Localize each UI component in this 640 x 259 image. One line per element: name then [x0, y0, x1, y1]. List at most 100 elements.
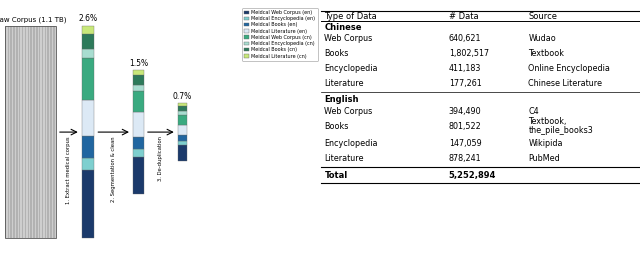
Text: Books: Books — [324, 121, 349, 131]
Text: 801,522: 801,522 — [449, 121, 481, 131]
Text: 1. Extract medical corpus: 1. Extract medical corpus — [67, 136, 71, 204]
Text: Web Corpus: Web Corpus — [324, 34, 372, 43]
Bar — [82, 136, 95, 157]
Bar — [29, 26, 31, 238]
Legend: Meidcal Web Corpus (en), Meidcal Encyclopedia (en), Meidcal Books (en), Meidcal : Meidcal Web Corpus (en), Meidcal Encyclo… — [242, 8, 317, 61]
Bar — [178, 141, 187, 145]
Text: Literature: Literature — [324, 154, 364, 163]
Bar — [178, 106, 187, 111]
Bar — [178, 125, 187, 135]
Bar — [82, 49, 95, 58]
Bar — [133, 70, 144, 75]
Bar — [26, 26, 28, 238]
Text: 2. Segmentation & clean: 2. Segmentation & clean — [111, 136, 116, 202]
Text: 0.7%: 0.7% — [173, 92, 192, 101]
Text: Raw Corpus (1.1 TB): Raw Corpus (1.1 TB) — [0, 16, 66, 23]
Bar — [82, 34, 95, 49]
Bar — [39, 26, 40, 238]
Bar — [133, 112, 144, 137]
Bar — [5, 26, 56, 238]
Bar — [20, 26, 22, 238]
Bar — [49, 26, 51, 238]
Bar — [13, 26, 15, 238]
Bar — [45, 26, 46, 238]
Text: Web Corpus: Web Corpus — [324, 107, 372, 116]
Bar — [10, 26, 12, 238]
Bar — [82, 26, 95, 34]
Bar — [82, 58, 95, 100]
Bar — [133, 137, 144, 149]
Bar — [53, 26, 54, 238]
Text: Textbook,: Textbook, — [529, 117, 567, 126]
Text: 3. De-duplication: 3. De-duplication — [158, 136, 163, 181]
Bar — [6, 26, 8, 238]
Bar — [16, 26, 17, 238]
Text: Source: Source — [529, 12, 557, 21]
Bar — [44, 26, 45, 238]
Text: Encyclopedia: Encyclopedia — [324, 64, 378, 73]
Text: Wudao: Wudao — [529, 34, 556, 43]
Text: Textbook: Textbook — [529, 49, 564, 58]
Text: 147,059: 147,059 — [449, 139, 481, 148]
Text: Literature: Literature — [324, 78, 364, 88]
Bar — [178, 115, 187, 125]
Text: 1,802,517: 1,802,517 — [449, 49, 489, 58]
Bar — [82, 170, 95, 238]
Bar — [36, 26, 38, 238]
Bar — [133, 149, 144, 157]
Text: 878,241: 878,241 — [449, 154, 481, 163]
Text: English: English — [324, 95, 359, 104]
Text: the_pile_books3: the_pile_books3 — [529, 126, 593, 135]
Bar — [9, 26, 10, 238]
Text: 2.6%: 2.6% — [79, 14, 97, 23]
Bar — [23, 26, 25, 238]
Text: # Data: # Data — [449, 12, 478, 21]
Text: Wikipida: Wikipida — [529, 139, 563, 148]
Bar — [31, 26, 32, 238]
Bar — [5, 26, 6, 238]
Bar — [178, 103, 187, 106]
Text: PubMed: PubMed — [529, 154, 560, 163]
Bar — [178, 111, 187, 115]
Bar — [82, 157, 95, 170]
Bar — [54, 26, 56, 238]
Bar — [133, 91, 144, 112]
Text: Books: Books — [324, 49, 349, 58]
Text: C4: C4 — [529, 107, 539, 116]
Bar — [133, 85, 144, 91]
Text: 1.5%: 1.5% — [129, 59, 148, 68]
Text: Online Encyclopedia: Online Encyclopedia — [529, 64, 611, 73]
Bar — [32, 26, 33, 238]
Text: Chinese: Chinese — [324, 23, 362, 32]
Bar — [52, 26, 53, 238]
Bar — [28, 26, 29, 238]
Bar — [25, 26, 26, 238]
Bar — [8, 26, 9, 238]
Text: 5,252,894: 5,252,894 — [449, 170, 496, 179]
Bar — [18, 26, 19, 238]
Bar — [42, 26, 44, 238]
Text: 394,490: 394,490 — [449, 107, 481, 116]
Bar — [51, 26, 52, 238]
Bar — [35, 26, 36, 238]
Bar — [133, 157, 144, 194]
Bar — [12, 26, 13, 238]
Bar — [178, 135, 187, 141]
Bar — [82, 100, 95, 136]
Text: Encyclopedia: Encyclopedia — [324, 139, 378, 148]
Bar — [47, 26, 49, 238]
Bar — [133, 75, 144, 85]
Text: 640,621: 640,621 — [449, 34, 481, 43]
Bar — [40, 26, 42, 238]
Bar — [22, 26, 23, 238]
Text: Type of Data: Type of Data — [324, 12, 377, 21]
Bar — [38, 26, 39, 238]
Text: 177,261: 177,261 — [449, 78, 481, 88]
Bar — [19, 26, 20, 238]
Text: Chinese Literature: Chinese Literature — [529, 78, 602, 88]
Text: Total: Total — [324, 170, 348, 179]
Text: 411,183: 411,183 — [449, 64, 481, 73]
Bar — [178, 145, 187, 161]
Bar — [46, 26, 47, 238]
Bar — [33, 26, 35, 238]
